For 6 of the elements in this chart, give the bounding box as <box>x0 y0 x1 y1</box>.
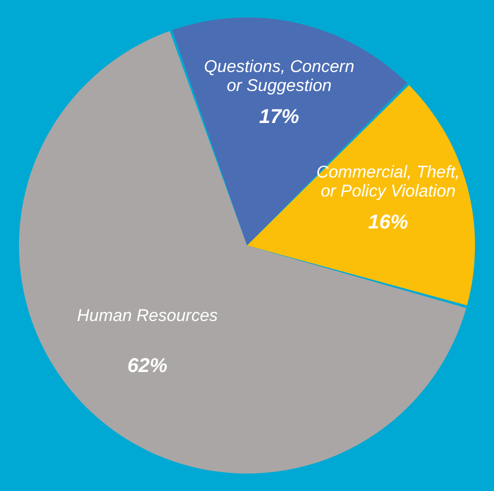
data-label: 17% <box>259 106 300 128</box>
slice-label: Questions, Concern or Suggestion <box>204 57 354 96</box>
pie-slice <box>19 31 466 474</box>
data-label: 16% <box>368 211 408 234</box>
data-label: 62% <box>127 355 168 378</box>
slice-label: Human Resources <box>77 306 218 326</box>
